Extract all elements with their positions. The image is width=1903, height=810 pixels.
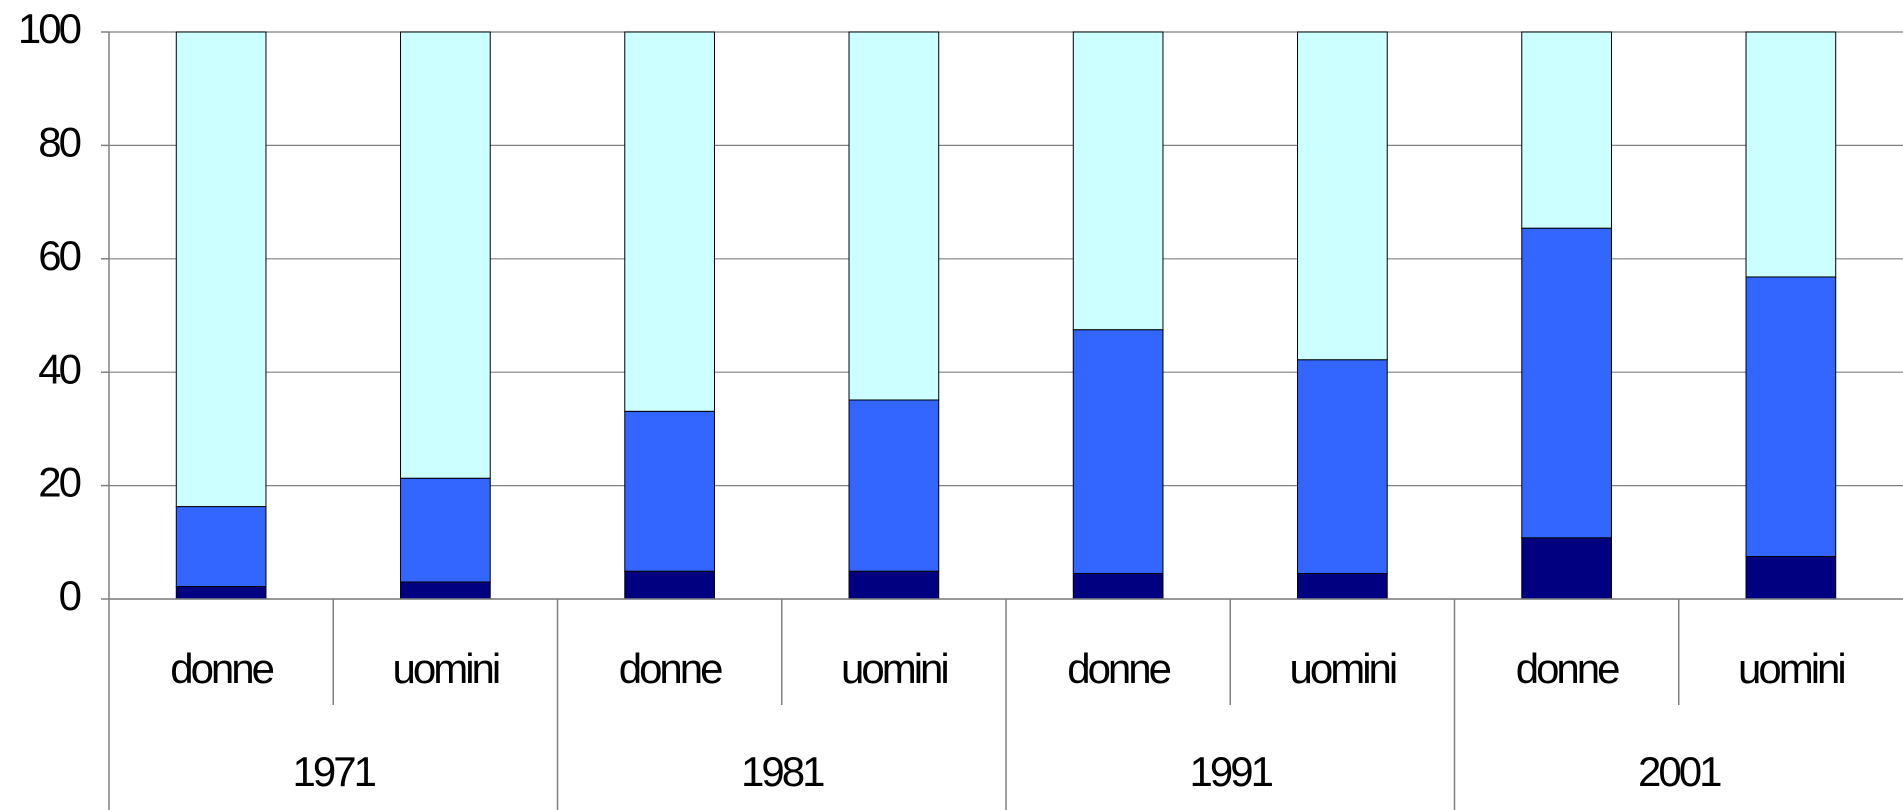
bar-segment [848, 570, 940, 600]
x-tick-label: donne [619, 645, 722, 692]
y-tick-label: 20 [38, 459, 80, 506]
bar-segment [1521, 227, 1612, 539]
bar-segment [624, 31, 715, 412]
bar-segment [1297, 359, 1388, 574]
y-tick-label: 80 [38, 118, 80, 165]
bar-segment [1072, 572, 1164, 600]
group-label: 1981 [741, 748, 824, 795]
x-tick-label: uomini [1290, 645, 1396, 692]
bar-segment [1745, 31, 1837, 278]
bar-segment [175, 586, 267, 600]
x-tick-label: donne [1067, 645, 1170, 692]
bar-segment [400, 477, 491, 583]
bar-segment [175, 506, 267, 588]
y-tick-label: 0 [59, 572, 81, 619]
bar-segment [848, 399, 940, 572]
x-tick-label: uomini [1738, 645, 1844, 692]
x-tick-label: uomini [841, 645, 947, 692]
group-label: 1991 [1190, 748, 1273, 795]
bar-segment [1072, 31, 1164, 331]
bar-segment [1297, 572, 1388, 600]
bar-segment [400, 31, 491, 479]
y-tick-label: 60 [38, 232, 80, 279]
bar-segment [1297, 31, 1388, 361]
y-tick-label: 40 [38, 345, 80, 392]
bar-segment [1745, 555, 1837, 600]
bar-segment [1745, 276, 1837, 557]
bar-segment [175, 31, 267, 508]
bar-segment [848, 31, 940, 401]
x-tick-label: uomini [393, 645, 499, 692]
bar-segment [400, 581, 491, 600]
x-tick-label: donne [1516, 645, 1619, 692]
bar-segment [624, 570, 715, 600]
group-label: 1971 [293, 748, 376, 795]
bar-segment [1521, 537, 1612, 600]
bar-segment [1072, 329, 1164, 574]
y-tick-label: 100 [18, 5, 81, 52]
bar-segment [624, 410, 715, 572]
group-label: 2001 [1638, 748, 1721, 795]
bar-segment [1521, 31, 1612, 229]
x-tick-label: donne [170, 645, 273, 692]
